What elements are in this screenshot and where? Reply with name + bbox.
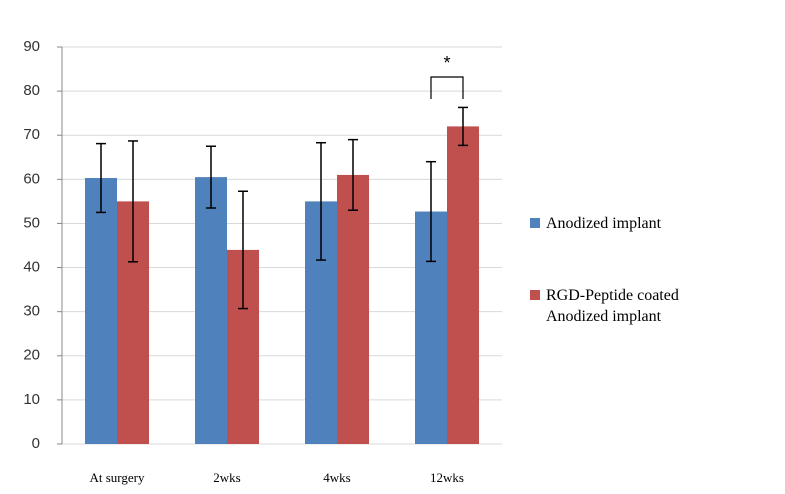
x-tick-label: At surgery <box>89 470 145 485</box>
bar <box>85 178 117 444</box>
legend-swatch <box>530 290 540 300</box>
legend-swatch <box>530 218 540 228</box>
error-bar <box>206 145 216 209</box>
annotation: * <box>443 53 450 73</box>
bar <box>447 126 479 445</box>
error-bar <box>426 160 436 263</box>
bar <box>195 177 227 444</box>
y-tick-label: 70 <box>23 126 40 143</box>
legend-item: RGD-Peptide coated Anodized implant <box>530 285 730 327</box>
legend-item: Anodized implant <box>530 213 730 234</box>
legend-label: Anodized implant <box>546 215 662 232</box>
y-tick-label: 0 <box>32 435 40 452</box>
x-tick-label: 12wks <box>430 470 464 485</box>
y-tick-label: 20 <box>23 347 40 364</box>
y-tick-label: 50 <box>23 214 40 231</box>
error-bar <box>348 138 358 211</box>
error-bar <box>316 141 326 261</box>
y-tick-label: 90 <box>23 38 40 55</box>
x-tick-label: 2wks <box>213 470 240 485</box>
error-bar <box>458 106 468 147</box>
error-bar <box>238 190 248 310</box>
error-bar <box>96 142 106 214</box>
x-tick-label: 4wks <box>323 470 350 485</box>
significance-bracket <box>430 76 464 99</box>
y-tick-label: 80 <box>23 82 40 99</box>
bar <box>337 174 369 444</box>
y-tick-label: 40 <box>23 259 40 276</box>
legend-label: RGD-Peptide coated Anodized implant <box>546 287 679 325</box>
y-tick-label: 10 <box>23 391 40 408</box>
error-bar <box>128 140 138 263</box>
y-tick-label: 30 <box>23 303 40 320</box>
y-tick-label: 60 <box>23 170 40 187</box>
